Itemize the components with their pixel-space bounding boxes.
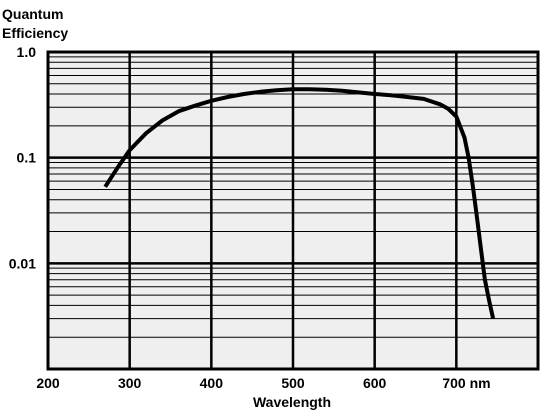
x-tick-labels: 200 300 400 500 600 700 nm: [36, 375, 490, 391]
major-gridlines: [48, 52, 538, 369]
x-tick-label: 300: [118, 375, 142, 391]
y-tick-label: 0.1: [17, 150, 37, 166]
y-axis-title-line-2: Efficiency: [2, 25, 68, 41]
series-layer: [103, 87, 496, 320]
x-tick-label: 200: [36, 375, 60, 391]
x-tick-label: 400: [200, 375, 224, 391]
plot-frame: [46, 50, 540, 371]
x-tick-label: 700 nm: [442, 375, 490, 391]
x-tick-label: 600: [363, 375, 387, 391]
y-tick-label: 1.0: [17, 44, 37, 60]
series-line-1: [103, 87, 496, 320]
x-axis-title: Wavelength: [253, 394, 331, 410]
y-tick-labels: 1.0 0.1 0.01: [9, 44, 36, 271]
x-tick-label: 500: [281, 375, 305, 391]
y-tick-label: 0.01: [9, 255, 36, 271]
y-axis-title-line-1: Quantum: [2, 6, 63, 22]
